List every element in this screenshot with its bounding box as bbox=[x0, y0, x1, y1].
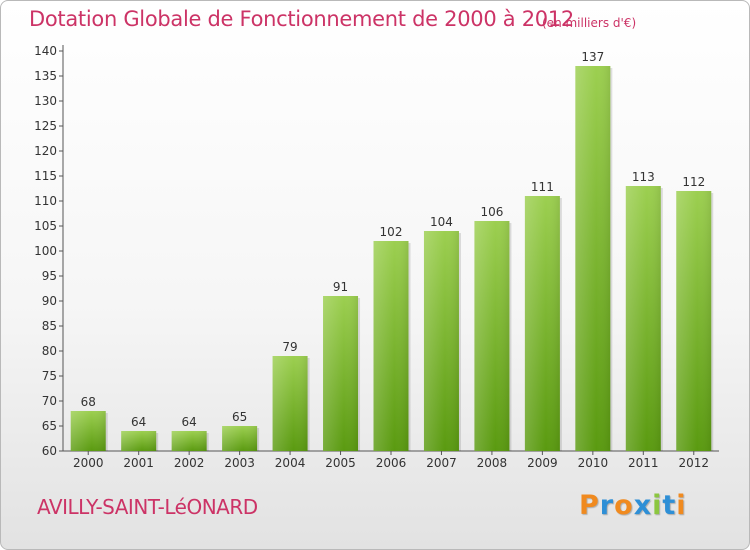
commune-name: AVILLY-SAINT-LéONARD bbox=[37, 495, 258, 519]
data-label: 137 bbox=[581, 50, 604, 64]
y-tick-label: 85 bbox=[42, 319, 57, 333]
y-tick-label: 100 bbox=[34, 244, 57, 258]
data-label: 79 bbox=[282, 340, 297, 354]
data-label: 68 bbox=[81, 395, 96, 409]
y-tick-label: 80 bbox=[42, 344, 57, 358]
x-tick-label: 2010 bbox=[578, 456, 609, 470]
x-tick-label: 2012 bbox=[678, 456, 709, 470]
y-tick-label: 75 bbox=[42, 369, 57, 383]
y-tick-label: 90 bbox=[42, 294, 57, 308]
y-tick-label: 135 bbox=[34, 69, 57, 83]
bar-sheen bbox=[575, 66, 611, 451]
x-tick-label: 2006 bbox=[376, 456, 407, 470]
bar-sheen bbox=[323, 296, 359, 451]
bar-sheen bbox=[676, 191, 712, 451]
x-tick-label: 2004 bbox=[275, 456, 306, 470]
bar-sheen bbox=[625, 186, 661, 451]
chart-subtitle: (en milliers d'€) bbox=[542, 16, 637, 30]
x-tick-label: 2007 bbox=[426, 456, 457, 470]
data-label: 111 bbox=[531, 180, 554, 194]
data-label: 64 bbox=[131, 415, 146, 429]
data-label: 106 bbox=[480, 205, 503, 219]
y-tick-label: 95 bbox=[42, 269, 57, 283]
x-tick-label: 2005 bbox=[325, 456, 356, 470]
bar-sheen bbox=[70, 411, 106, 451]
y-tick-label: 110 bbox=[34, 194, 57, 208]
y-tick-label: 120 bbox=[34, 144, 57, 158]
data-label: 65 bbox=[232, 410, 247, 424]
bar-sheen bbox=[474, 221, 510, 451]
y-tick-label: 105 bbox=[34, 219, 57, 233]
y-tick-label: 130 bbox=[34, 94, 57, 108]
x-tick-label: 2002 bbox=[174, 456, 205, 470]
x-tick-label: 2011 bbox=[628, 456, 659, 470]
data-label: 91 bbox=[333, 280, 348, 294]
data-label: 102 bbox=[380, 225, 403, 239]
y-tick-label: 115 bbox=[34, 169, 57, 183]
y-tick-label: 65 bbox=[42, 419, 57, 433]
data-label: 104 bbox=[430, 215, 453, 229]
bar-sheen bbox=[524, 196, 560, 451]
bar-sheen bbox=[373, 241, 409, 451]
bar-sheen bbox=[272, 356, 308, 451]
chart-title: Dotation Globale de Fonctionnement de 20… bbox=[29, 7, 574, 31]
data-label: 64 bbox=[182, 415, 197, 429]
x-tick-label: 2001 bbox=[123, 456, 154, 470]
y-tick-label: 140 bbox=[34, 44, 57, 58]
y-tick-label: 60 bbox=[42, 444, 57, 458]
x-tick-label: 2000 bbox=[73, 456, 104, 470]
data-label: 112 bbox=[682, 175, 705, 189]
bar-sheen bbox=[423, 231, 459, 451]
data-label: 113 bbox=[632, 170, 655, 184]
x-tick-label: 2003 bbox=[224, 456, 255, 470]
x-tick-label: 2009 bbox=[527, 456, 558, 470]
y-tick-label: 125 bbox=[34, 119, 57, 133]
proxiti-logo: Proxiti bbox=[579, 490, 687, 521]
x-tick-label: 2008 bbox=[477, 456, 508, 470]
bar-sheen bbox=[222, 426, 258, 451]
bar-sheen bbox=[171, 431, 207, 451]
bar-sheen bbox=[121, 431, 157, 451]
y-tick-label: 70 bbox=[42, 394, 57, 408]
